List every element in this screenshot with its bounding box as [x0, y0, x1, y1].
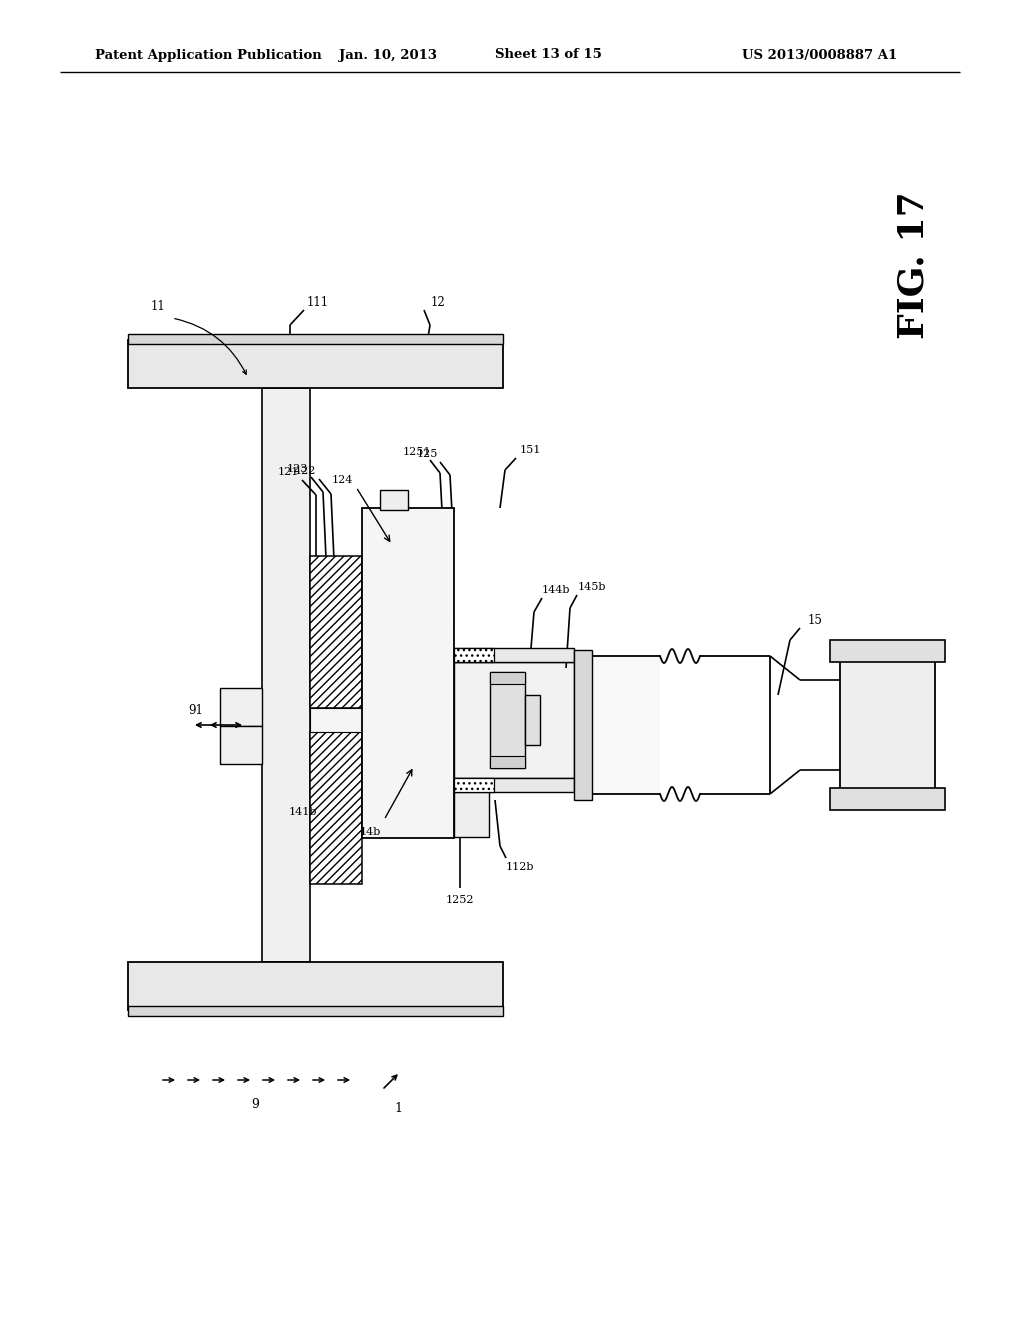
Bar — [454, 648, 494, 663]
Bar — [310, 733, 362, 884]
Bar — [454, 792, 489, 837]
Bar — [490, 672, 525, 768]
Bar — [525, 696, 540, 744]
Text: 125: 125 — [417, 449, 437, 459]
Text: 15: 15 — [808, 614, 822, 627]
Text: 1251: 1251 — [402, 447, 431, 457]
Text: 1: 1 — [394, 1101, 402, 1114]
Text: 9: 9 — [251, 1098, 259, 1111]
Bar — [310, 556, 362, 708]
Bar — [380, 490, 408, 510]
Bar — [262, 388, 310, 962]
Bar — [454, 663, 574, 777]
Text: 124: 124 — [332, 475, 352, 484]
Text: 145b: 145b — [578, 582, 606, 591]
Bar — [830, 788, 945, 810]
Bar — [840, 660, 935, 789]
Text: 141b: 141b — [289, 807, 317, 817]
Bar — [490, 756, 525, 768]
Text: US 2013/0008887 A1: US 2013/0008887 A1 — [742, 49, 898, 62]
Text: 122: 122 — [294, 466, 315, 477]
Bar — [454, 777, 574, 792]
Text: Patent Application Publication: Patent Application Publication — [95, 49, 322, 62]
Bar — [574, 656, 660, 795]
Text: 111: 111 — [307, 297, 329, 309]
Text: 151: 151 — [519, 445, 541, 455]
Bar — [830, 640, 945, 663]
Text: Sheet 13 of 15: Sheet 13 of 15 — [495, 49, 601, 62]
Text: 1252: 1252 — [445, 895, 474, 906]
Bar — [128, 341, 503, 388]
Bar — [454, 648, 574, 663]
Text: 14b: 14b — [359, 828, 381, 837]
Text: 11: 11 — [151, 301, 165, 314]
Bar — [362, 508, 454, 838]
Text: FIG. 17: FIG. 17 — [896, 191, 930, 339]
Text: Jan. 10, 2013: Jan. 10, 2013 — [339, 49, 437, 62]
Bar — [128, 1006, 503, 1016]
Text: 12: 12 — [431, 297, 445, 309]
Text: 112b: 112b — [506, 862, 535, 873]
Text: 121: 121 — [278, 467, 299, 477]
Bar — [220, 726, 262, 764]
Bar — [490, 672, 525, 684]
Bar — [454, 777, 494, 792]
Bar — [220, 688, 262, 726]
Bar — [128, 962, 503, 1010]
Bar — [574, 649, 592, 800]
Bar — [128, 334, 503, 345]
Bar — [310, 708, 362, 733]
Text: 123: 123 — [287, 465, 307, 474]
Text: 144b: 144b — [542, 585, 570, 595]
Text: 91: 91 — [188, 704, 204, 717]
